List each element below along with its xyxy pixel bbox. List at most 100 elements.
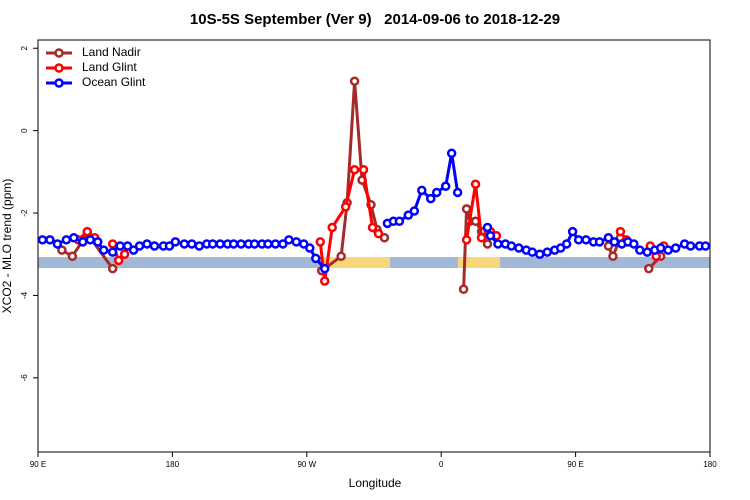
- data-point: [635, 245, 645, 255]
- data-point: [61, 235, 72, 245]
- data-point: [409, 206, 420, 216]
- data-point: [567, 226, 578, 237]
- x-tick-label: 90 E: [30, 460, 46, 469]
- data-point: [482, 239, 493, 249]
- data-point: [119, 249, 130, 259]
- data-point: [417, 185, 427, 196]
- x-tick-label: 90 E: [567, 460, 583, 469]
- data-point: [379, 233, 390, 243]
- y-tick-label: 2: [20, 45, 29, 50]
- y-axis-label: XCO2 - MLO trend (ppm): [0, 179, 14, 314]
- data-point: [670, 243, 681, 253]
- data-point: [663, 245, 673, 255]
- data-point: [305, 243, 315, 253]
- data-point: [69, 233, 79, 243]
- x-axis-label: Longitude: [349, 476, 402, 490]
- legend-marker: [54, 48, 64, 58]
- data-point: [685, 241, 696, 251]
- data-point: [315, 237, 325, 247]
- legend-label: Land Nadir: [82, 45, 141, 59]
- data-point: [263, 239, 273, 249]
- data-point: [358, 165, 369, 175]
- data-point: [236, 239, 246, 249]
- data-point: [107, 247, 118, 257]
- data-point: [107, 239, 118, 249]
- data-point: [107, 263, 118, 274]
- data-point: [291, 237, 302, 247]
- data-point: [37, 235, 48, 245]
- data-point: [327, 222, 337, 233]
- legend-marker: [54, 63, 64, 73]
- data-point: [527, 247, 538, 257]
- data-point: [608, 251, 618, 262]
- data-point: [278, 239, 288, 249]
- data-point: [284, 235, 294, 245]
- data-point: [340, 202, 351, 212]
- data-point: [573, 235, 584, 245]
- legend-label: Land Glint: [82, 60, 137, 74]
- data-point: [535, 249, 545, 259]
- data-point: [542, 247, 552, 257]
- data-point: [644, 263, 654, 274]
- data-point: [249, 239, 260, 249]
- data-point: [655, 243, 666, 253]
- data-point: [207, 239, 218, 249]
- land-strip: [458, 257, 500, 268]
- data-point: [349, 165, 360, 175]
- data-point: [78, 237, 88, 247]
- legend-label: Ocean Glint: [82, 75, 146, 89]
- data-point: [373, 228, 384, 239]
- data-point: [92, 237, 103, 247]
- data-point: [115, 241, 125, 251]
- data-point: [461, 204, 472, 214]
- data-point: [128, 245, 139, 255]
- data-point: [319, 263, 330, 274]
- data-point: [45, 235, 55, 245]
- data-point: [170, 237, 181, 247]
- x-tick-label: 180: [166, 460, 180, 469]
- y-tick-label: -2: [20, 209, 29, 217]
- data-point: [461, 235, 472, 245]
- data-point: [194, 241, 205, 251]
- data-point: [179, 239, 190, 249]
- data-point: [642, 247, 653, 257]
- data-point: [270, 239, 281, 249]
- data-point: [85, 235, 96, 245]
- x-tick-label: 0: [439, 460, 444, 469]
- data-point: [609, 237, 620, 247]
- data-point: [149, 241, 160, 251]
- data-point: [349, 76, 360, 86]
- data-point: [394, 216, 405, 227]
- x-tick-label: 180: [703, 460, 717, 469]
- data-point: [506, 241, 517, 251]
- data-point: [594, 237, 605, 247]
- data-point: [629, 239, 639, 249]
- land-strip: [322, 257, 390, 268]
- data-point: [164, 241, 175, 251]
- data-point: [367, 222, 378, 233]
- data-point: [615, 226, 626, 237]
- data-point: [336, 251, 346, 262]
- data-point: [98, 245, 109, 255]
- data-point: [493, 239, 503, 249]
- data-point: [425, 193, 436, 204]
- data-point: [57, 245, 67, 255]
- data-point: [555, 243, 566, 253]
- data-point: [452, 187, 463, 198]
- chart-title: 10S-5S September (Ver 9) 2014-09-06 to 2…: [190, 11, 560, 28]
- data-point: [187, 239, 197, 249]
- y-tick-label: -4: [20, 291, 29, 299]
- data-point: [311, 253, 321, 264]
- y-tick-label: 0: [20, 128, 29, 133]
- data-point: [603, 233, 614, 243]
- data-point: [581, 235, 591, 245]
- data-point: [52, 239, 63, 249]
- x-tick-label: 90 W: [297, 460, 316, 469]
- data-point: [514, 243, 524, 253]
- data-point: [113, 255, 124, 266]
- legend-marker: [54, 78, 64, 88]
- data-point: [67, 251, 78, 262]
- data-point: [431, 187, 442, 198]
